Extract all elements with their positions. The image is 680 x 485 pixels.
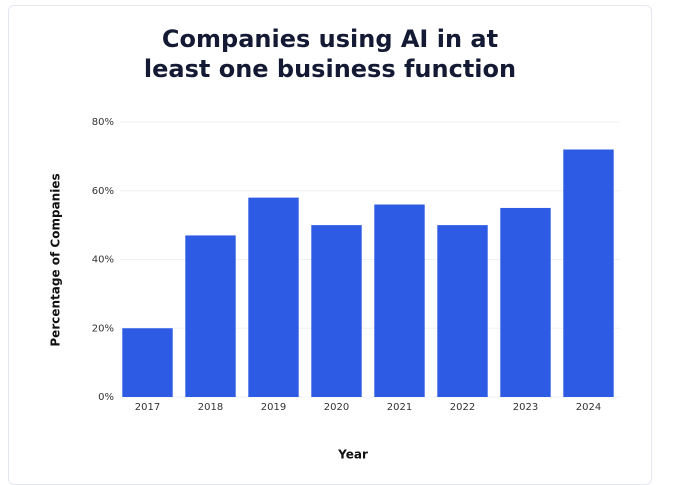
bar — [248, 197, 299, 397]
x-tick-label: 2017 — [135, 402, 160, 413]
bar — [437, 225, 488, 397]
y-tick-label: 20% — [92, 323, 114, 334]
bar — [374, 204, 425, 397]
bar — [563, 149, 614, 397]
x-tick-label: 2020 — [324, 402, 349, 413]
bar — [122, 328, 173, 397]
y-tick-label: 0% — [98, 392, 114, 403]
x-tick-label: 2018 — [198, 402, 223, 413]
y-axis-label: Percentage of Companies — [49, 173, 63, 346]
x-tick-label: 2024 — [576, 402, 601, 413]
x-tick-label: 2021 — [387, 402, 412, 413]
bar — [311, 225, 362, 397]
chart-title: Companies using AI in at least one busin… — [143, 25, 517, 83]
x-tick-label: 2022 — [450, 402, 475, 413]
x-axis-label: Year — [337, 448, 368, 462]
bar — [185, 235, 236, 397]
y-tick-label: 80% — [92, 117, 114, 128]
bar — [500, 207, 551, 397]
y-tick-label: 60% — [92, 186, 114, 197]
x-tick-label: 2019 — [261, 402, 286, 413]
y-tick-label: 40% — [92, 255, 114, 266]
x-tick-label: 2023 — [513, 402, 538, 413]
